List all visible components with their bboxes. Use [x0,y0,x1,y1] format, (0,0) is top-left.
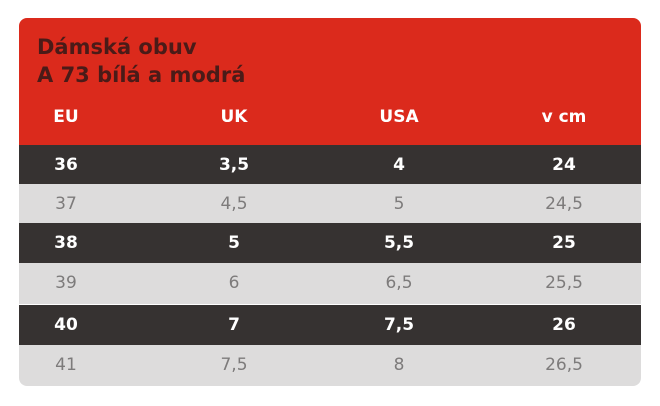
title-line-2: A 73 bílá a modrá [37,63,246,87]
title-line-1: Dámská obuv [37,35,197,59]
cell-cm: 25 [552,233,576,253]
cell-usa: 6,5 [385,273,413,293]
cell-uk: 5 [228,233,240,253]
cell-uk: 3,5 [218,155,250,175]
cell-uk: 6 [228,273,240,293]
cell-eu: 40 [54,315,78,335]
cell-uk: 7,5 [220,355,248,375]
cell-usa: 4 [393,155,405,175]
size-chart-card: Dámská obuv A 73 bílá a modrá EU UK USA … [19,18,641,386]
cell-usa: 5,5 [383,233,415,253]
table-header: Dámská obuv A 73 bílá a modrá EU UK USA … [19,18,641,145]
table-row: 40 7 7,5 26 [19,305,641,346]
table-row: 39 6 6,5 25,5 [19,263,641,304]
cell-cm: 24 [552,155,576,175]
cell-cm: 26 [552,315,576,335]
table-row: 38 5 5,5 25 [19,223,641,264]
cell-usa: 5 [393,194,405,214]
cell-eu: 37 [55,194,77,214]
cell-eu: 39 [55,273,77,293]
cell-cm: 25,5 [545,273,583,293]
table-row: 36 3,5 4 24 [19,145,641,186]
column-header-uk: UK [220,107,248,127]
cell-cm: 26,5 [545,355,583,375]
cell-eu: 38 [54,233,78,253]
column-header-eu: EU [53,107,79,127]
table-row: 41 7,5 8 26,5 [19,345,641,386]
cell-usa: 7,5 [383,315,415,335]
column-header-cm: v cm [541,107,587,127]
column-header-usa: USA [379,107,419,127]
chart-title: Dámská obuv A 73 bílá a modrá [37,33,245,89]
cell-uk: 4,5 [220,194,248,214]
cell-eu: 36 [54,155,78,175]
cell-cm: 24,5 [545,194,583,214]
cell-uk: 7 [228,315,240,335]
table-row: 37 4,5 5 24,5 [19,184,641,225]
cell-eu: 41 [55,355,77,375]
cell-usa: 8 [393,355,405,375]
